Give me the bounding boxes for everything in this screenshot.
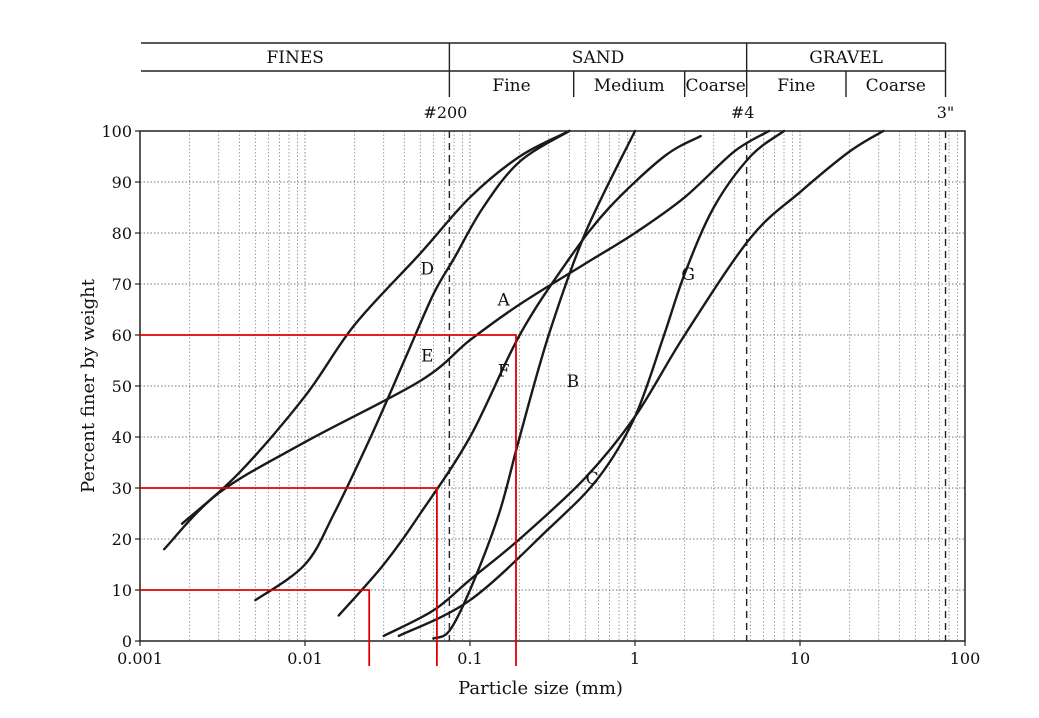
sieve-label: #200	[423, 103, 467, 122]
reference-line	[140, 589, 371, 666]
curve-label-A: A	[497, 290, 511, 310]
series-line-D	[180, 129, 571, 525]
header-group-fines: FINES	[266, 48, 323, 68]
y-tick-label: 0	[122, 632, 132, 651]
series-line-C	[382, 129, 885, 638]
y-tick-label: 60	[112, 326, 132, 345]
series-line-E	[254, 129, 571, 602]
y-tick-label: 90	[112, 173, 132, 192]
x-tick-label: 0.001	[117, 649, 163, 668]
curve-label-G: G	[681, 265, 695, 285]
y-tick-label: 100	[101, 122, 132, 141]
x-tick-label: 0.1	[457, 649, 482, 668]
header-subgroup-label: Coarse	[686, 76, 746, 96]
sieve-label: 3"	[937, 103, 955, 122]
header-subgroup-label: Medium	[594, 76, 665, 96]
y-tick-label: 40	[112, 428, 132, 447]
reference-line	[140, 334, 517, 666]
series-line-A	[162, 129, 771, 551]
x-axis-title: Particle size (mm)	[458, 678, 623, 699]
x-tick-label: 1	[630, 649, 640, 668]
series-line-B	[432, 129, 637, 640]
curve-label-D: D	[420, 260, 434, 280]
x-tick-label: 0.01	[287, 649, 323, 668]
header-subgroup-label: Coarse	[866, 76, 926, 96]
curve-label-C: C	[586, 469, 599, 489]
y-tick-label: 80	[112, 224, 132, 243]
header-group-sand: SAND	[572, 48, 624, 68]
curve-label-B: B	[567, 372, 580, 392]
y-tick-label: 10	[112, 581, 132, 600]
header-subgroup-label: Fine	[492, 76, 530, 96]
header-subgroup-label: Fine	[777, 76, 815, 96]
sieve-label: #4	[731, 103, 755, 122]
y-tick-label: 70	[112, 275, 132, 294]
x-tick-label: 10	[790, 649, 810, 668]
y-axis-title: Percent finer by weight	[78, 278, 99, 493]
reference-line	[140, 487, 438, 666]
y-tick-label: 30	[112, 479, 132, 498]
series-line-G	[397, 129, 786, 638]
series-line-F	[337, 134, 702, 617]
curve-label-E: E	[421, 346, 433, 366]
x-tick-label: 100	[950, 649, 981, 668]
header-group-gravel: GRAVEL	[809, 48, 883, 68]
y-tick-label: 50	[112, 377, 132, 396]
y-tick-label: 20	[112, 530, 132, 549]
curve-label-F: F	[498, 362, 510, 382]
